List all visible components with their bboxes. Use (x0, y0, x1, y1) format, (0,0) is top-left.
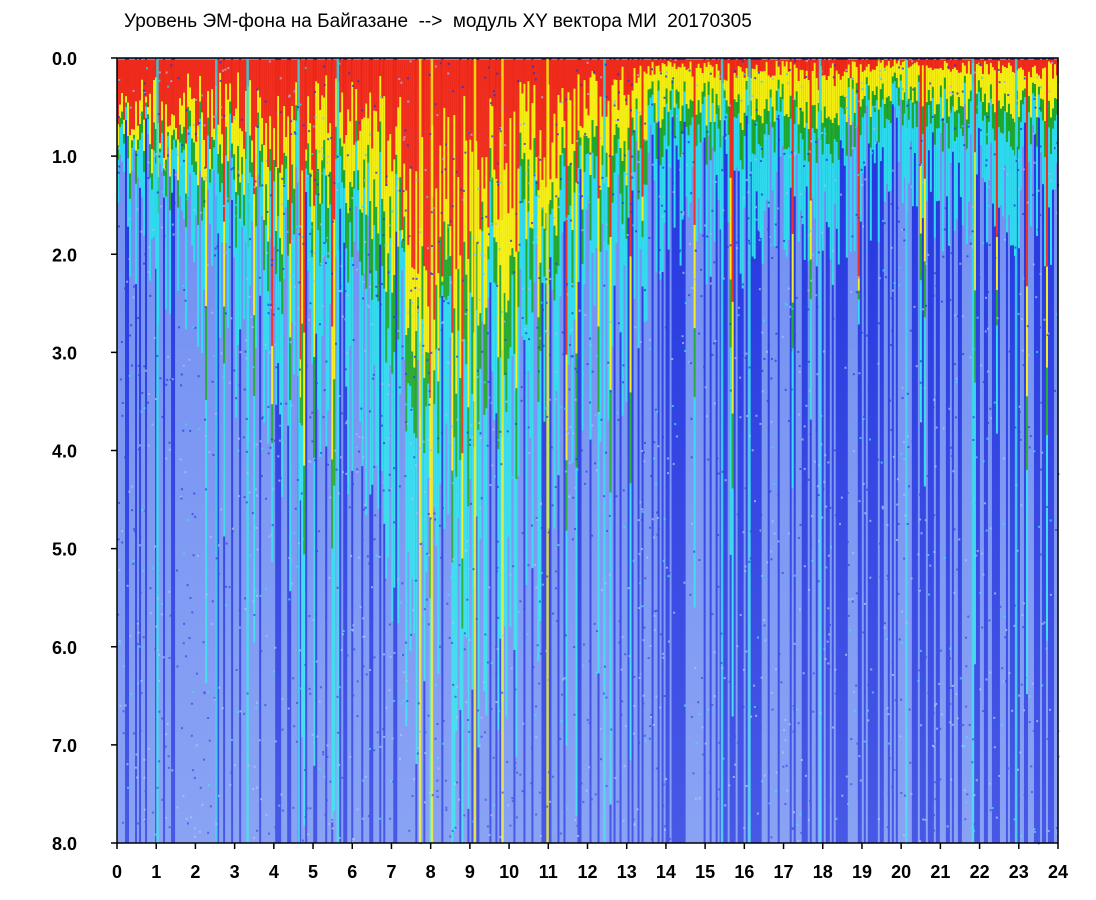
y-tick-label: 4.0 (52, 442, 77, 462)
x-tick-label: 15 (695, 862, 715, 882)
y-tick-label: 1.0 (52, 147, 77, 167)
y-tick-label: 0.0 (52, 49, 77, 69)
x-tick-label: 16 (734, 862, 754, 882)
x-tick-label: 19 (852, 862, 872, 882)
x-tick-label: 18 (813, 862, 833, 882)
x-tick-label: 2 (190, 862, 200, 882)
x-tick-label: 21 (930, 862, 950, 882)
plot-area (116, 57, 1060, 845)
y-tick-label: 7.0 (52, 736, 77, 756)
x-tick-label: 20 (891, 862, 911, 882)
x-tick-label: 0 (112, 862, 122, 882)
x-tick-label: 23 (1009, 862, 1029, 882)
y-tick-label: 8.0 (52, 834, 77, 854)
y-tick-label: 3.0 (52, 343, 77, 363)
x-tick-label: 17 (774, 862, 794, 882)
x-tick-label: 4 (269, 862, 279, 882)
x-tick-label: 3 (230, 862, 240, 882)
chart-title: Уровень ЭМ-фона на Байгазане --> модуль … (124, 11, 752, 32)
x-tick-label: 6 (347, 862, 357, 882)
x-tick-label: 8 (426, 862, 436, 882)
x-tick-label: 11 (539, 862, 558, 882)
x-tick-label: 12 (577, 862, 597, 882)
y-tick-label: 2.0 (52, 245, 77, 265)
x-tick-label: 22 (970, 862, 990, 882)
x-tick-label: 9 (465, 862, 475, 882)
x-tick-label: 14 (656, 862, 676, 882)
y-tick-label: 6.0 (52, 638, 77, 658)
x-tick-label: 5 (308, 862, 318, 882)
x-axis: 0 1 2 3 4 5 6 7 8 9 10 11 12 13 14 15 16 17 18 19 20 21 22 23 24 (112, 843, 1068, 882)
x-tick-label: 1 (151, 862, 161, 882)
y-axis: 0.0 1.0 2.0 3.0 4.0 5.0 6.0 7.0 8.0 (52, 49, 117, 854)
x-tick-label: 24 (1048, 862, 1068, 882)
x-tick-label: 7 (386, 862, 396, 882)
x-tick-label: 13 (617, 862, 637, 882)
x-tick-label: 10 (499, 862, 519, 882)
y-tick-label: 5.0 (52, 540, 77, 560)
